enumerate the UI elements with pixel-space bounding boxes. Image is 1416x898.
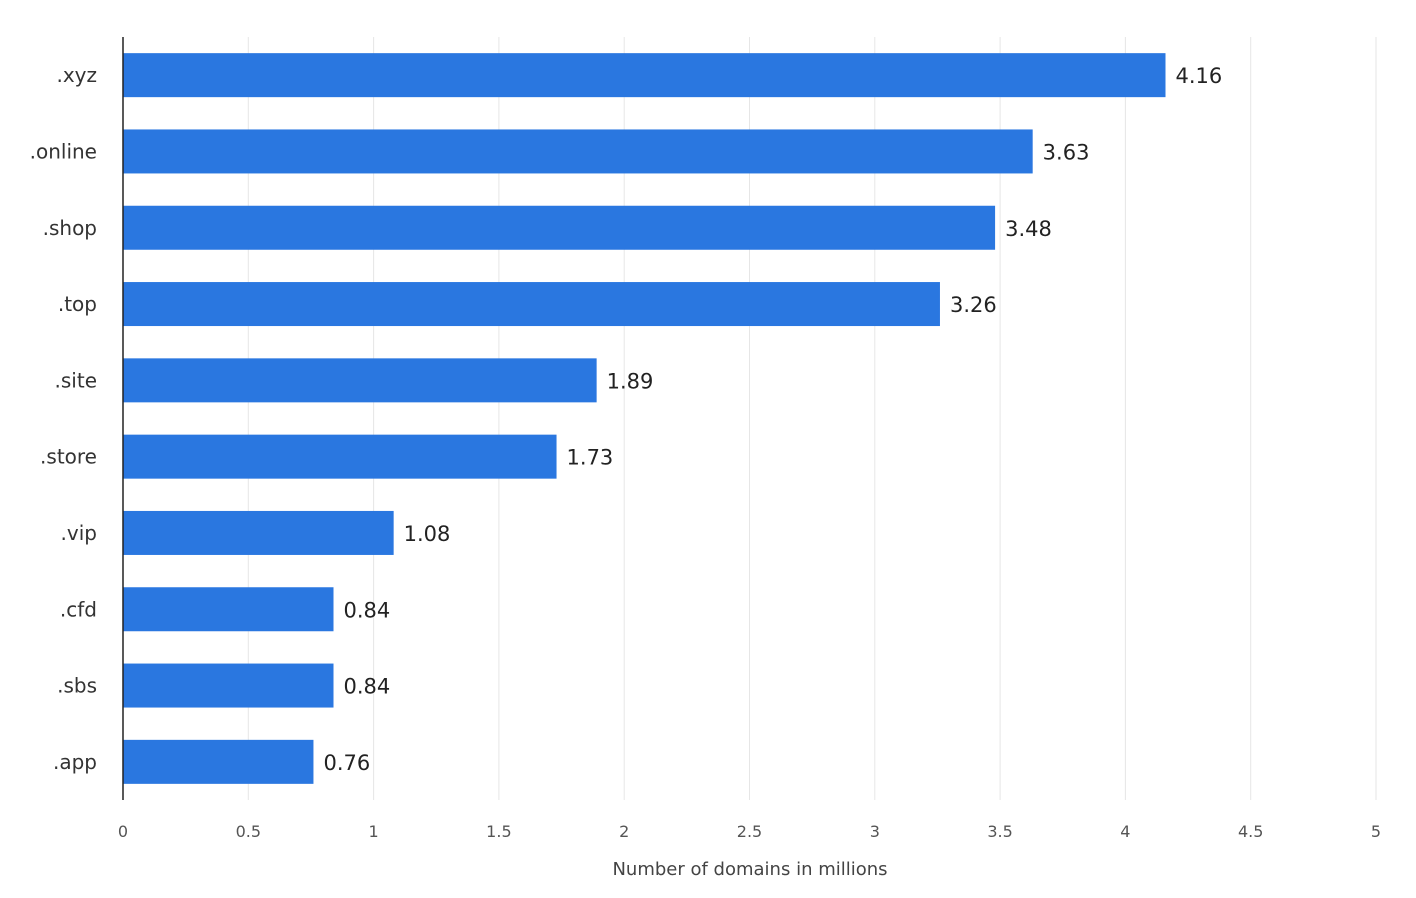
bar xyxy=(123,205,996,250)
value-label: 4.16 xyxy=(1175,64,1222,88)
bar xyxy=(123,53,1166,98)
bar xyxy=(123,358,597,403)
x-tick-label: 1.5 xyxy=(486,822,511,841)
value-label: 0.76 xyxy=(323,751,370,775)
category-label: .top xyxy=(58,292,97,316)
category-label: .store xyxy=(40,445,97,469)
bar xyxy=(123,129,1033,174)
bar xyxy=(123,434,557,479)
x-tick-label: 4.5 xyxy=(1238,822,1263,841)
category-label: .sbs xyxy=(57,674,97,698)
x-tick-label: 2.5 xyxy=(737,822,762,841)
x-tick-label: 5 xyxy=(1371,822,1381,841)
bars xyxy=(123,53,1166,784)
category-labels: .xyz .online .shop .top .site .store .vip .cfd.… xyxy=(30,63,97,774)
x-axis-title: Number of domains in millions xyxy=(612,859,887,880)
x-tick-label: 1 xyxy=(369,822,379,841)
value-label: 3.63 xyxy=(1043,140,1090,164)
value-label: 3.48 xyxy=(1005,217,1052,241)
x-tick-label: 3.5 xyxy=(987,822,1012,841)
bar xyxy=(123,663,334,708)
category-label: .vip xyxy=(61,521,97,545)
bar xyxy=(123,282,940,327)
value-label: 0.84 xyxy=(344,675,391,699)
x-tick-label: 3 xyxy=(870,822,880,841)
bar xyxy=(123,739,314,784)
category-label: .online xyxy=(30,139,97,163)
x-tick-label: 0 xyxy=(118,822,128,841)
bar xyxy=(123,510,394,555)
value-label: 1.89 xyxy=(607,369,654,393)
value-label: 0.84 xyxy=(344,598,391,622)
value-label: 3.26 xyxy=(950,293,997,317)
value-labels: 4.16 3.63 3.48 3.26 1.89 1.73 1.08 0.84 0.84 0.76 xyxy=(323,64,1222,775)
bar xyxy=(123,587,334,632)
x-tick-label: 0.5 xyxy=(236,822,261,841)
x-tick-label: 2 xyxy=(619,822,629,841)
category-label: .shop xyxy=(43,216,97,240)
category-label: .site xyxy=(55,368,97,392)
value-label: 1.08 xyxy=(404,522,451,546)
category-label: .cfd xyxy=(60,597,97,621)
x-tick-labels: 0 0.5 1 1.5 2 2.5 3 3.5 4 4.5 5 xyxy=(118,822,1381,841)
value-label: 1.73 xyxy=(567,446,614,470)
category-label: .app xyxy=(53,750,97,774)
x-tick-label: 4 xyxy=(1120,822,1130,841)
category-label: .xyz xyxy=(56,63,97,87)
